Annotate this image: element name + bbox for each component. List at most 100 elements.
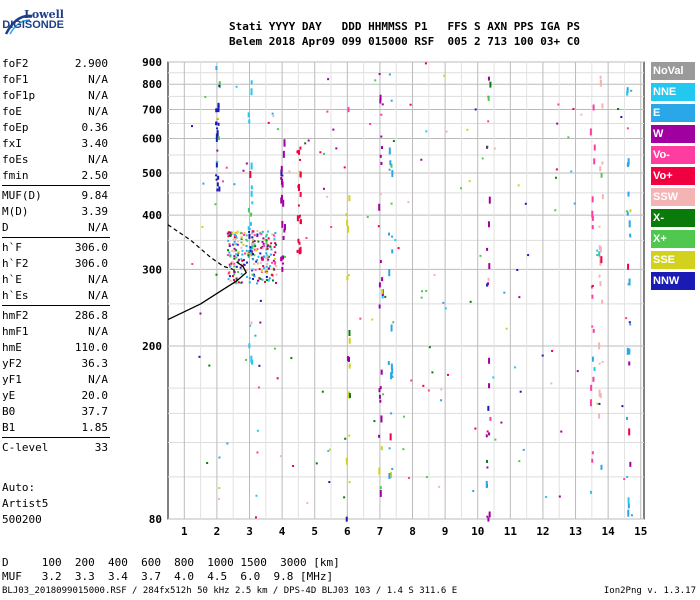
echo-point [485,434,488,438]
echo-point [472,490,475,493]
echo-point [380,146,383,150]
echo-point [626,87,629,94]
echo-point [233,240,236,243]
echo-point [459,187,462,190]
echo-point [229,264,232,267]
echo-point [298,214,301,217]
echo-point [266,247,269,250]
param-value: N/A [88,153,108,166]
echo-point [198,355,201,358]
echo-point [628,428,631,436]
echo-point [215,161,218,168]
echo-point [297,238,300,243]
echo-point [215,108,218,112]
echo-point [240,281,243,284]
echo-point [269,253,272,256]
x-tick-label: 5 [311,525,318,538]
echo-point [250,162,253,170]
echo-point [555,168,558,171]
echo-point [280,169,283,177]
echo-point [407,201,410,204]
param-value: 306.0 [74,257,108,270]
echo-point [262,265,265,268]
echo-point [262,242,265,245]
echo-point [626,90,629,96]
echo-point [261,247,264,250]
echo-point [391,468,394,471]
x-tick-label: 9 [442,525,449,538]
echo-point [208,364,211,367]
param-name: foE [2,105,22,118]
param-row: foF2 2.900 [2,56,110,72]
echo-point [274,242,277,245]
echo-point [626,127,629,130]
echo-point [369,122,372,125]
echo-point [445,130,448,133]
echo-point [266,270,269,273]
echo-point [242,243,245,246]
echo-point [263,255,266,258]
echo-point [233,233,236,236]
echo-point [591,215,594,221]
param-value: 37.7 [81,405,109,418]
echo-point [252,273,255,276]
echo-point [326,195,329,198]
echo-point [273,347,276,350]
echo-point [275,281,278,284]
param-value: 286.8 [74,309,108,322]
echo-point [527,254,530,257]
echo-point [590,490,593,494]
echo-point [251,232,254,235]
echo-point [255,494,258,497]
param-name: C-level [2,441,49,454]
param-name: hmF2 [2,309,29,322]
param-name: foF1 [2,73,29,86]
echo-point [560,430,563,433]
echo-point [378,467,381,475]
echo-point [245,244,248,247]
echo-point [628,321,631,324]
echo-point [591,196,594,203]
legend-item: SSE [651,251,695,269]
echo-point [233,183,236,186]
echo-point [379,193,382,196]
echo-point [487,277,490,281]
echo-point [240,237,243,240]
echo-point [591,458,594,463]
echo-point [503,291,506,294]
echo-point [254,334,257,337]
echo-point [251,246,254,249]
echo-point [469,300,472,303]
echo-point [599,75,602,79]
param-name: foEs [2,153,29,166]
echo-point [487,405,490,411]
param-row: yF1 N/A [2,372,110,388]
echo-point [627,509,630,517]
echo-point [256,259,259,262]
echo-point [388,269,391,277]
echo-point [233,236,236,239]
echo-point [380,161,383,165]
echo-point [280,194,283,200]
echo-point [390,374,393,377]
echo-point [235,265,238,268]
echo-point [630,89,633,92]
echo-point [391,375,394,378]
param-name: B1 [2,421,16,434]
echo-point [227,239,230,242]
echo-point [601,161,604,165]
echo-point [282,255,285,260]
echo-point [260,246,263,249]
echo-point [346,356,349,362]
param-name: yF1 [2,373,22,386]
echo-point [481,157,484,160]
echo-point [230,261,233,264]
param-name: foF2 [2,57,29,70]
echo-point [282,199,285,207]
echo-point [629,209,632,213]
param-row: yE 20.0 [2,388,110,404]
x-tick-label: 8 [409,525,416,538]
echo-point [215,122,218,126]
x-tick-label: 13 [569,525,582,538]
echo-point [265,248,268,251]
